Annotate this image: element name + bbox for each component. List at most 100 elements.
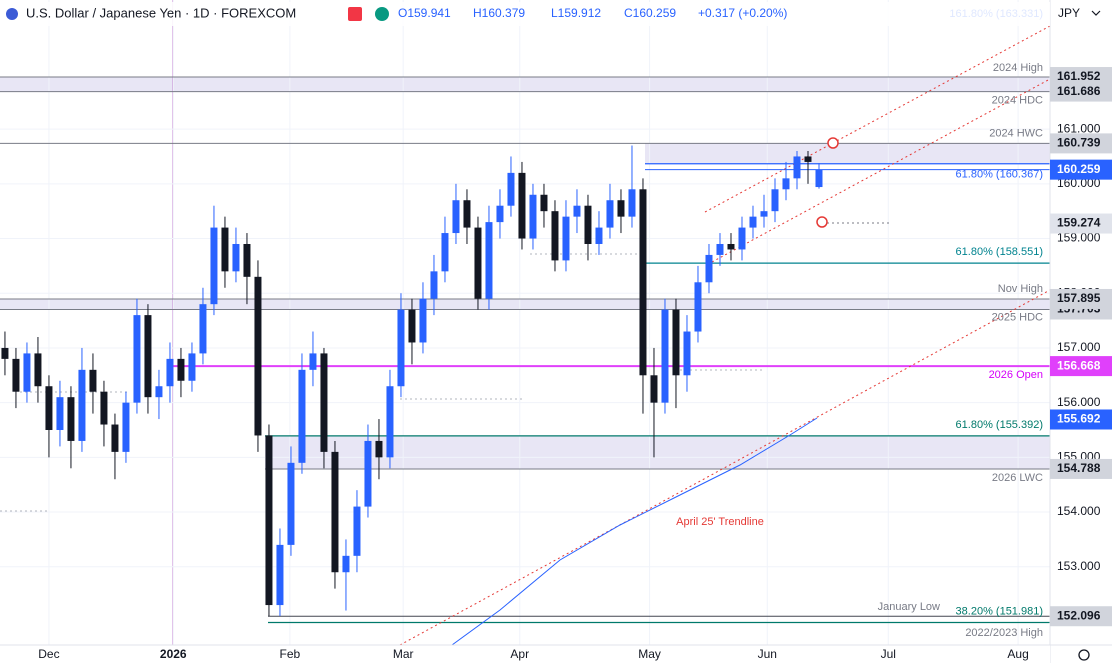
candle-body (122, 402, 130, 452)
candle-body (551, 211, 559, 261)
candle-body (672, 309, 680, 376)
price-badge (1050, 133, 1112, 154)
candle-body (111, 424, 119, 452)
y-tick-label: 161.000 (1057, 121, 1101, 135)
candle-body (617, 200, 625, 217)
price-badge-label: 160.259 (1057, 162, 1101, 176)
price-badge (1050, 458, 1112, 479)
symbol-title: U.S. Dollar / Japanese Yen · 1D · FOREXC… (26, 5, 296, 20)
x-tick-label: Jun (758, 647, 777, 661)
candle-body (474, 227, 482, 299)
candle-body (45, 386, 53, 430)
candle-body (100, 391, 108, 425)
fib-label: 61.80% (160.367) (956, 169, 1043, 181)
fib-label: 38.20% (151.981) (956, 605, 1043, 617)
candle-body (507, 172, 515, 206)
y-tick-label: 154.000 (1057, 504, 1101, 518)
candle-body (595, 227, 603, 244)
candle-body (287, 462, 295, 545)
candles (1, 145, 823, 617)
candle-body (342, 555, 350, 573)
candle-body (254, 276, 262, 436)
grid (0, 0, 1050, 645)
level-label: Nov High (998, 283, 1043, 295)
x-tick-label: Feb (280, 647, 301, 661)
candle-body (188, 353, 196, 381)
level-label: 2024 HWC (989, 127, 1043, 139)
candle-body (683, 331, 691, 376)
y-tick-label: 156.000 (1057, 395, 1101, 409)
candle-body (276, 544, 284, 606)
candle-body (738, 227, 746, 250)
candle-body (23, 353, 31, 392)
x-tick-label: 2026 (160, 647, 187, 661)
april-trendline (399, 289, 1051, 646)
candle-body (771, 189, 779, 212)
y-tick-label: 157.000 (1057, 340, 1101, 354)
candle-body (155, 386, 163, 398)
candle-body (716, 243, 724, 255)
candle-body (386, 386, 394, 458)
candle-body (628, 189, 636, 217)
level-label: 2025 HDC (992, 311, 1043, 323)
candle-body (166, 358, 174, 387)
candle-body (133, 315, 141, 403)
x-axis: Dec 2026 Feb Mar Apr May Jun Jul Aug (38, 647, 1028, 661)
candle-body (573, 205, 581, 217)
currency-caret[interactable] (1091, 10, 1101, 16)
fib-label: 61.80% (155.392) (956, 419, 1043, 431)
candle-body (353, 506, 361, 556)
annotation: April 25' Trendline (676, 516, 764, 528)
candle-body (639, 189, 647, 376)
candle-body (496, 205, 504, 223)
candle-body (177, 358, 185, 381)
price-badge-label: 157.895 (1057, 291, 1101, 305)
y-tick-label: 153.000 (1057, 559, 1101, 573)
settings-icon[interactable] (1078, 649, 1090, 661)
candle-body (89, 369, 97, 392)
candle-body (331, 451, 339, 573)
candle-body (144, 315, 152, 398)
candle-body (34, 353, 42, 387)
level-label: 2026 LWC (992, 472, 1043, 484)
candle-body (727, 243, 735, 250)
candle-body (1, 347, 9, 359)
ohlc-high: H160.379 (473, 6, 525, 20)
candle-body (540, 194, 548, 212)
time-axis (0, 645, 1050, 663)
level-label: 2026 Open (989, 369, 1043, 381)
price-badge-label: 155.692 (1057, 412, 1101, 426)
alert-icon[interactable] (348, 7, 362, 21)
candle-body (67, 397, 75, 441)
candle-body (364, 440, 372, 507)
ohlc-close: C160.259 (624, 6, 676, 20)
moving-average (451, 417, 818, 646)
currency[interactable]: JPY (1058, 6, 1080, 20)
x-tick-label: May (638, 647, 661, 661)
x-tick-label: Jul (881, 647, 896, 661)
channel-upper (704, 25, 1051, 213)
candle-body (584, 205, 592, 244)
candle-body (694, 282, 702, 332)
candle-body (408, 309, 416, 343)
candle-body (606, 200, 614, 228)
candle-body (760, 211, 768, 217)
marker-circle (827, 137, 839, 149)
candle-body (782, 178, 790, 190)
price-badge-label: 161.686 (1057, 84, 1101, 98)
price-badge-label: 161.952 (1057, 69, 1101, 83)
price-badge (1050, 356, 1112, 377)
candle-body (199, 304, 207, 354)
candle-body (793, 156, 801, 179)
bands (0, 77, 1050, 469)
candle-body (518, 172, 526, 239)
candle-body (749, 216, 757, 228)
y-tick-label: 159.000 (1057, 231, 1101, 245)
price-badge (1050, 606, 1112, 627)
levels (0, 76, 1050, 624)
candle-body (650, 375, 658, 403)
price-badge-label: 152.096 (1057, 608, 1101, 622)
ohlc-change: +0.317 (+0.20%) (698, 6, 787, 20)
candle-body (232, 243, 240, 272)
